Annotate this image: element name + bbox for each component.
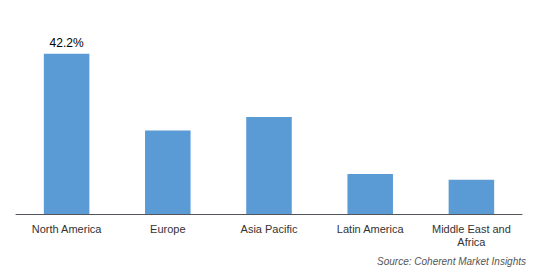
svg-text:North America: North America bbox=[32, 223, 103, 235]
svg-text:Africa: Africa bbox=[457, 236, 486, 248]
svg-text:Source: Coherent Market Insigh: Source: Coherent Market Insights bbox=[377, 256, 526, 267]
svg-text:Asia Pacific: Asia Pacific bbox=[241, 223, 298, 235]
svg-text:Europe: Europe bbox=[150, 223, 185, 235]
svg-text:Middle East and: Middle East and bbox=[432, 223, 511, 235]
svg-text:42.2%: 42.2% bbox=[50, 36, 84, 50]
svg-text:Latin America: Latin America bbox=[337, 223, 405, 235]
